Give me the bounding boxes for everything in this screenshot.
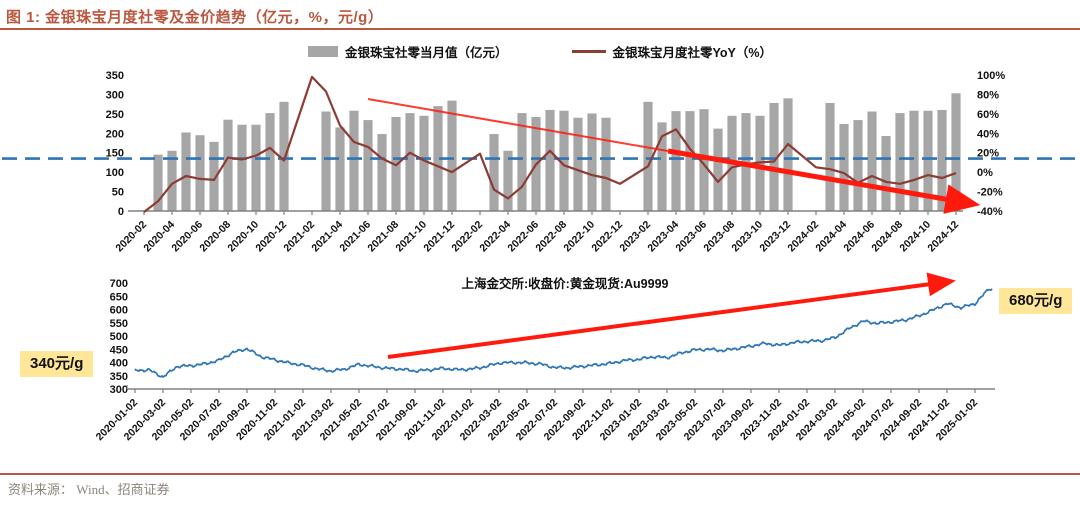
retail-bar [335,127,345,211]
left-axis-tick-label: 200 [106,128,124,140]
retail-bar [489,134,499,211]
retail-bar [643,101,653,211]
retail-bar [223,119,233,211]
left-axis-tick-label: 100 [106,167,124,179]
trend-arrow-tail [367,98,669,152]
gold-y-tick-label: 450 [110,344,128,356]
gold-y-tick-label: 400 [110,358,128,370]
retail-bar [601,117,611,211]
right-axis-tick-label: -40% [977,206,1003,218]
retail-bar [881,136,891,211]
left-axis-tick-label: 0 [118,206,124,218]
retail-bar [951,93,961,211]
source-note: 资料来源： Wind、招商证券 [8,482,170,497]
retail-bar [867,111,877,211]
retail-bar [363,120,373,211]
retail-bar [713,128,723,211]
left-axis-tick-label: 50 [112,187,124,199]
figure-title: 图 1: 金银珠宝月度社零及金价趋势（亿元，%，元/g） [6,9,384,26]
retail-bar [895,113,905,211]
gold-price-high-annotation: 680元/g [999,288,1073,314]
retail-bar [517,113,527,211]
retail-bar [433,106,443,211]
retail-bar [503,150,513,211]
gold-y-tick-label: 700 [110,278,128,290]
gold-chart-title: 上海金交所:收盘价:黄金现货:Au9999 [462,276,669,291]
retail-bar [195,135,205,211]
trend-arrow-up [387,272,956,359]
retail-bar [181,132,191,211]
retail-bar [559,110,569,211]
retail-bar [265,113,275,211]
line-swatch [571,50,606,53]
left-axis-tick-label: 300 [106,89,124,101]
top-chart-legend: 金银珠宝社零当月值（亿元） 金银珠宝月度社零YoY（%） [0,42,1080,61]
legend-item-yoy: 金银珠宝月度社零YoY（%） [571,42,773,61]
retail-bar [657,122,667,211]
left-axis-tick-label: 250 [106,109,124,121]
retail-bar [573,117,583,211]
right-axis-tick-label: 20% [977,148,999,160]
jewelry-retail-chart: 0 50 100 150 200 250 300 350 -40% -20% 0% 20% 40% 60%… [2,70,1078,255]
yoy-line [143,75,957,213]
retail-bar [685,111,695,211]
right-axis-tick-label: 40% [977,128,999,140]
retail-bar [839,123,849,211]
gold-price-chart: 上海金交所:收盘价:黄金现货:Au99993003504004505005506… [94,272,995,443]
retail-bar [699,109,709,211]
retail-bar [587,113,597,211]
gold-y-tick-label: 300 [110,384,128,396]
retail-bar [671,111,681,211]
left-axis-tick-label: 350 [106,70,124,82]
retail-bar [923,110,933,211]
right-axis-tick-label: 0% [977,167,993,179]
gold-y-tick-label: 550 [110,318,128,330]
retail-bar [405,113,415,211]
retail-bar [545,109,555,211]
left-axis-tick-label: 150 [106,148,124,160]
retail-bar [377,134,387,211]
retail-bar [853,120,863,211]
gold-y-tick-label: 600 [110,305,128,317]
retail-bar [167,150,177,211]
retail-bar [825,102,835,211]
gold-y-tick-label: 650 [110,291,128,303]
legend-item-bars: 金银珠宝社零当月值（亿元） [307,42,508,61]
retail-bar [783,98,793,211]
gold-price-line [134,288,993,378]
retail-bar [769,102,779,211]
retail-bar [447,100,457,211]
right-axis-tick-label: 60% [977,109,999,121]
trend-arrow-down [667,148,981,214]
right-axis-tick-label: 80% [977,89,999,101]
gold-y-tick-label: 350 [110,371,128,383]
retail-bar [937,109,947,211]
retail-bar [349,110,359,211]
gold-y-tick-label: 500 [110,331,128,343]
retail-bar [909,110,919,211]
retail-bar [321,111,331,211]
footer-divider [0,473,1080,475]
retail-bar [419,115,429,211]
legend-label-bars: 金银珠宝社零当月值（亿元） [344,46,508,60]
retail-bar [153,154,163,211]
gold-price-low-annotation: 340元/g [20,351,94,377]
retail-bar [237,124,247,211]
right-axis-tick-label: -20% [977,187,1003,199]
right-axis-tick-label: 100% [977,70,1005,82]
legend-label-yoy: 金银珠宝月度社零YoY（%） [612,46,773,60]
retail-bar [251,124,261,211]
bar-swatch [307,46,338,57]
retail-bar [279,101,289,211]
top-x-tick-label: 2024-12 [925,219,961,255]
retail-bar [209,141,219,211]
title-underline [0,28,1080,30]
